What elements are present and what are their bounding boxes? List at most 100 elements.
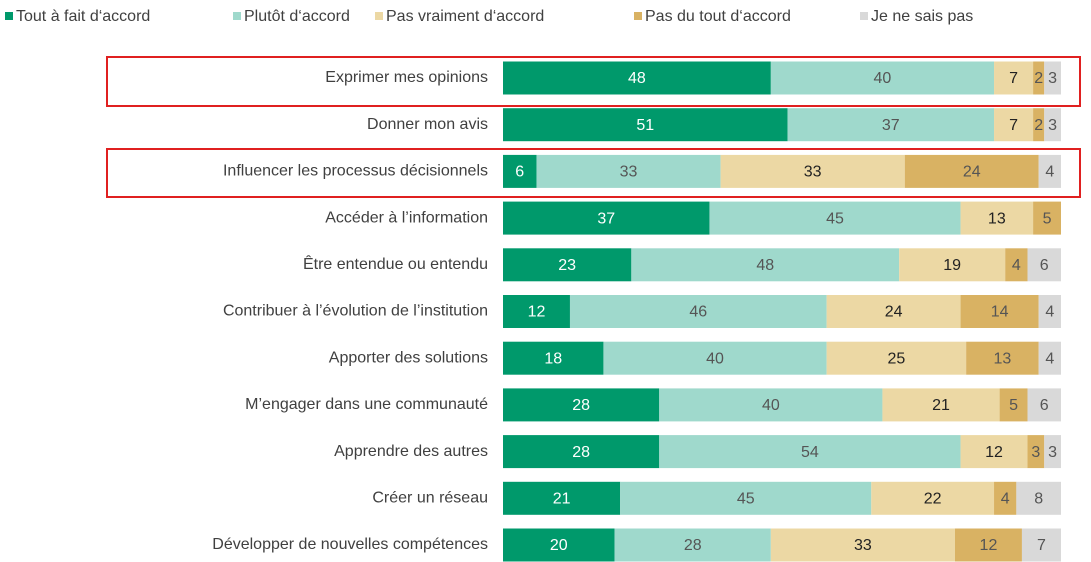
data-label: 3 <box>1031 444 1040 461</box>
data-label: 13 <box>988 210 1006 227</box>
data-label: 19 <box>943 257 961 274</box>
data-label: 5 <box>1043 210 1052 227</box>
data-label: 40 <box>706 350 724 367</box>
bar-segment <box>503 481 621 515</box>
bar-segment <box>503 201 710 235</box>
legend-label: Pas vraiment d‘accord <box>386 8 544 25</box>
bar-segment <box>503 108 788 142</box>
bar-segment <box>960 295 1039 328</box>
data-label: 7 <box>1037 537 1046 554</box>
bar-segment <box>826 295 961 328</box>
category-label: Donner mon avis <box>367 116 488 133</box>
legend-swatch <box>375 12 383 20</box>
data-label: 28 <box>572 397 590 414</box>
category-label: Apprendre des autres <box>334 443 488 460</box>
bar-segment <box>614 528 771 562</box>
bar-segment <box>1044 435 1061 469</box>
data-label: 46 <box>689 304 707 321</box>
category-label: Être entendue ou entendu <box>303 254 488 273</box>
bar-segment <box>1027 388 1061 422</box>
bar-segment <box>871 481 995 515</box>
bar-segment <box>503 388 660 422</box>
data-label: 12 <box>980 537 998 554</box>
legend-swatch <box>860 12 868 20</box>
data-label: 5 <box>1009 397 1018 414</box>
bar-segment <box>709 201 961 235</box>
data-label: 21 <box>932 397 950 414</box>
category-label: Exprimer mes opinions <box>325 69 488 86</box>
data-label: 45 <box>737 491 755 508</box>
legend-swatch <box>5 12 13 20</box>
data-label: 28 <box>684 537 702 554</box>
data-label: 24 <box>963 164 981 181</box>
bar-segment <box>503 528 615 562</box>
bar-segment <box>503 295 570 328</box>
legend-swatch <box>233 12 241 20</box>
bar-segment <box>1038 295 1061 328</box>
bar-segment <box>503 341 604 375</box>
bar-segment <box>960 435 1028 469</box>
data-label: 7 <box>1009 70 1018 87</box>
bar-segment <box>994 481 1017 515</box>
data-label: 6 <box>1040 257 1049 274</box>
bar-segment <box>620 481 872 515</box>
bar-segment <box>999 388 1028 422</box>
bar-segment <box>1033 61 1045 95</box>
bar-segment <box>954 528 1022 562</box>
bar-segment <box>770 61 995 95</box>
data-label: 13 <box>994 350 1012 367</box>
data-label: 4 <box>1012 257 1021 274</box>
data-label: 12 <box>528 304 546 321</box>
bar-segment <box>1044 61 1061 95</box>
data-label: 40 <box>762 397 780 414</box>
bar-segment <box>1038 154 1061 188</box>
bar-segment <box>1038 341 1061 375</box>
data-label: 4 <box>1045 350 1054 367</box>
bar-segment <box>503 154 537 188</box>
data-label: 4 <box>1045 304 1054 321</box>
bar-segment <box>960 201 1034 235</box>
bar-segment <box>720 154 905 188</box>
data-label: 48 <box>756 257 774 274</box>
bar-segment <box>503 248 632 282</box>
data-label: 14 <box>991 304 1009 321</box>
data-label: 7 <box>1009 117 1018 134</box>
data-label: 3 <box>1048 444 1057 461</box>
data-label: 6 <box>515 164 524 181</box>
data-label: 4 <box>1045 164 1054 181</box>
bar-segment <box>1027 248 1061 282</box>
data-label: 20 <box>550 537 568 554</box>
bar-segment <box>966 341 1039 375</box>
bar-segment <box>659 435 961 469</box>
data-label: 45 <box>826 210 844 227</box>
data-label: 3 <box>1048 70 1057 87</box>
bar-segment <box>1033 201 1061 235</box>
legend-label: Pas du tout d‘accord <box>645 8 791 25</box>
legend-swatch <box>634 12 642 20</box>
data-label: 33 <box>620 164 638 181</box>
category-label: Accéder à l’information <box>325 209 488 226</box>
category-label: Influencer les processus décisionnels <box>223 163 488 180</box>
data-label: 2 <box>1034 117 1043 134</box>
data-label: 40 <box>874 70 892 87</box>
data-label: 37 <box>882 117 900 134</box>
category-label: Développer de nouvelles compétences <box>212 536 488 553</box>
bar-segment <box>787 108 995 142</box>
bar-segment <box>1021 528 1061 562</box>
data-label: 12 <box>985 444 1003 461</box>
data-label: 33 <box>804 164 822 181</box>
data-label: 28 <box>572 444 590 461</box>
data-label: 4 <box>1001 491 1010 508</box>
data-label: 51 <box>636 117 654 134</box>
bar-segment <box>826 341 967 375</box>
bar-segment <box>1033 108 1045 142</box>
data-label: 33 <box>854 537 872 554</box>
highlight-box <box>106 56 1081 107</box>
bar-segment <box>1005 248 1028 282</box>
bar-segment <box>904 154 1039 188</box>
bar-segment <box>569 295 827 328</box>
data-label: 21 <box>553 491 571 508</box>
data-label: 3 <box>1048 117 1057 134</box>
legend-label: Je ne sais pas <box>871 8 973 25</box>
